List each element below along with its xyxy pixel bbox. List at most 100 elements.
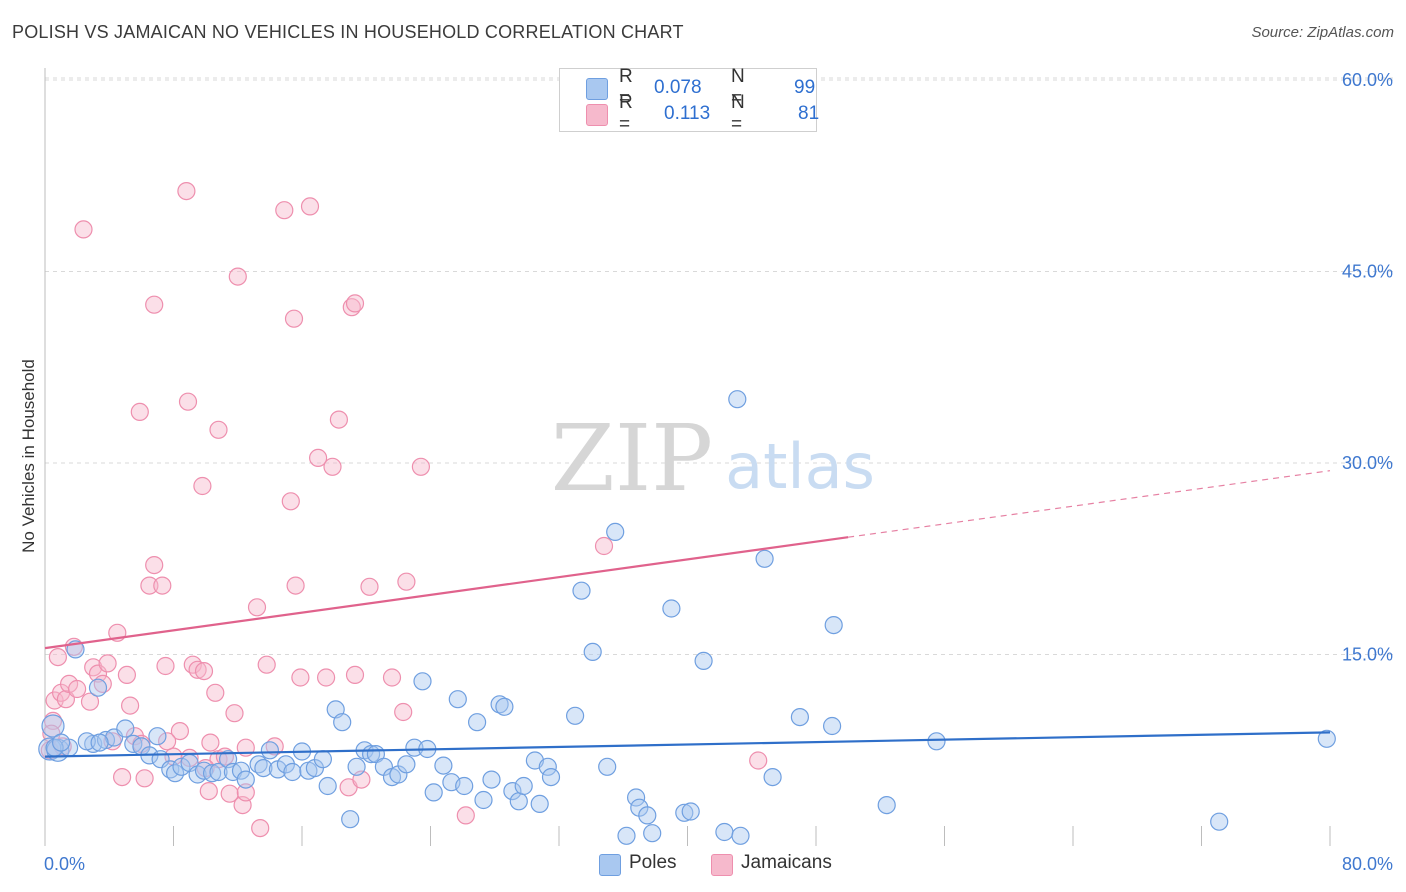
poles-point — [617, 826, 636, 845]
jamaicans-point — [130, 402, 149, 421]
poles-point — [490, 695, 509, 714]
series-legend-swatch-poles — [599, 854, 621, 876]
poles-point — [468, 713, 487, 732]
jamaicans-point — [284, 309, 304, 328]
jamaicans-point — [170, 721, 189, 741]
trend-lines — [44, 470, 1331, 758]
poles-point — [209, 762, 228, 782]
legend-n-value-jamaicans: 81 — [798, 103, 820, 124]
jamaicans-point — [201, 733, 220, 752]
jamaicans-point — [286, 576, 305, 595]
tick-labels: 15.0% 30.0% 45.0% 60.0% 0.0% 80.0% — [44, 70, 1393, 874]
poles-point — [51, 733, 71, 752]
poles-point — [503, 781, 522, 801]
poles-point — [318, 776, 337, 796]
jamaicans-point — [323, 457, 342, 476]
watermark-atlas: atlas — [725, 430, 875, 503]
legend-r-value-poles: 0.078 — [654, 77, 702, 98]
jamaicans-point — [329, 410, 348, 429]
jamaicans-point — [145, 555, 164, 575]
series-legend-label-poles: Poles — [629, 852, 677, 873]
y-tick-label: 30.0% — [1342, 453, 1393, 473]
legend-n-label: N = — [731, 66, 745, 109]
jamaicans-point — [67, 679, 87, 699]
poles-point — [643, 824, 662, 843]
jamaicans-point — [178, 392, 198, 411]
poles-point — [333, 713, 352, 732]
poles-point — [495, 697, 514, 716]
jamaicans-point — [98, 654, 117, 673]
jamaicans-point — [456, 806, 475, 825]
jamaicans-point — [236, 783, 255, 802]
jamaicans-point — [209, 420, 228, 439]
jamaicans-point — [345, 665, 365, 685]
legend-r-label: R = — [619, 92, 633, 135]
legend-n-label: N = — [731, 92, 745, 135]
poles-point — [434, 756, 453, 775]
jamaicans-point — [117, 665, 137, 685]
jamaicans-point — [140, 576, 159, 595]
jamaicans-point — [394, 702, 413, 722]
jamaicans-point — [275, 201, 294, 220]
poles-point — [824, 615, 843, 635]
jamaicans-trend-extension — [848, 470, 1331, 538]
jamaicans-point — [228, 267, 247, 286]
jamaicans-point — [145, 295, 164, 314]
jamaicans-point — [309, 448, 328, 467]
poles-point — [260, 741, 279, 760]
jamaicans-point — [397, 572, 416, 591]
jamaicans-point — [411, 457, 430, 476]
poles-point — [606, 522, 625, 542]
legend-n-value-poles: 99 — [794, 77, 816, 98]
jamaicans-point — [345, 294, 365, 313]
poles-point — [41, 714, 65, 738]
jamaicans-point — [177, 182, 196, 201]
watermark: ZIP atlas — [551, 405, 875, 512]
jamaicans-point — [135, 769, 154, 788]
legend-swatch-jamaicans — [586, 104, 608, 126]
source-credit: Source: ZipAtlas.com — [1251, 24, 1394, 41]
jamaicans-point — [48, 647, 68, 667]
jamaicans-trend-line — [44, 536, 849, 650]
poles-point — [397, 755, 416, 774]
poles-point — [413, 672, 432, 691]
poles-point — [626, 788, 646, 807]
poles-point — [538, 757, 557, 776]
jamaicans-point — [112, 767, 132, 787]
poles-point — [530, 794, 549, 814]
y-axis-label: No Vehicles in Household — [19, 359, 38, 553]
x-tick-label: 80.0% — [1342, 854, 1393, 874]
jamaicans-point — [317, 668, 336, 687]
jamaicans-point — [220, 784, 239, 803]
x-tick-label: 0.0% — [44, 854, 85, 874]
poles-point — [662, 599, 681, 618]
jamaicans-point — [206, 683, 225, 702]
poles-point — [728, 390, 747, 409]
jamaicans-point — [56, 690, 76, 709]
poles-point — [927, 732, 946, 751]
poles-point — [790, 707, 810, 727]
jamaicans-point — [594, 536, 614, 556]
poles-point — [822, 716, 842, 736]
jamaicans-point — [199, 781, 218, 801]
poles-point — [763, 767, 782, 787]
poles-point — [514, 776, 533, 796]
jamaicans-point — [158, 732, 177, 751]
jamaicans-point — [382, 668, 402, 687]
poles-point — [681, 802, 700, 821]
poles-trend-line — [44, 731, 1331, 758]
series-legend-swatch-jamaicans — [711, 854, 733, 876]
poles-point — [254, 758, 273, 778]
poles-point — [405, 738, 424, 757]
poles-point — [583, 642, 602, 662]
poles-point — [347, 757, 366, 776]
y-tick-label: 60.0% — [1342, 70, 1393, 90]
poles-point — [1210, 812, 1229, 831]
jamaicans-point — [291, 668, 310, 687]
poles-point — [448, 690, 467, 709]
jamaicans-point — [247, 598, 267, 617]
poles-point — [565, 706, 585, 725]
stats-legend: R = 0.078 N = 99 R = 0.113 N = 81 — [559, 66, 820, 135]
poles-point — [283, 762, 302, 782]
jamaicans-point — [188, 660, 207, 679]
